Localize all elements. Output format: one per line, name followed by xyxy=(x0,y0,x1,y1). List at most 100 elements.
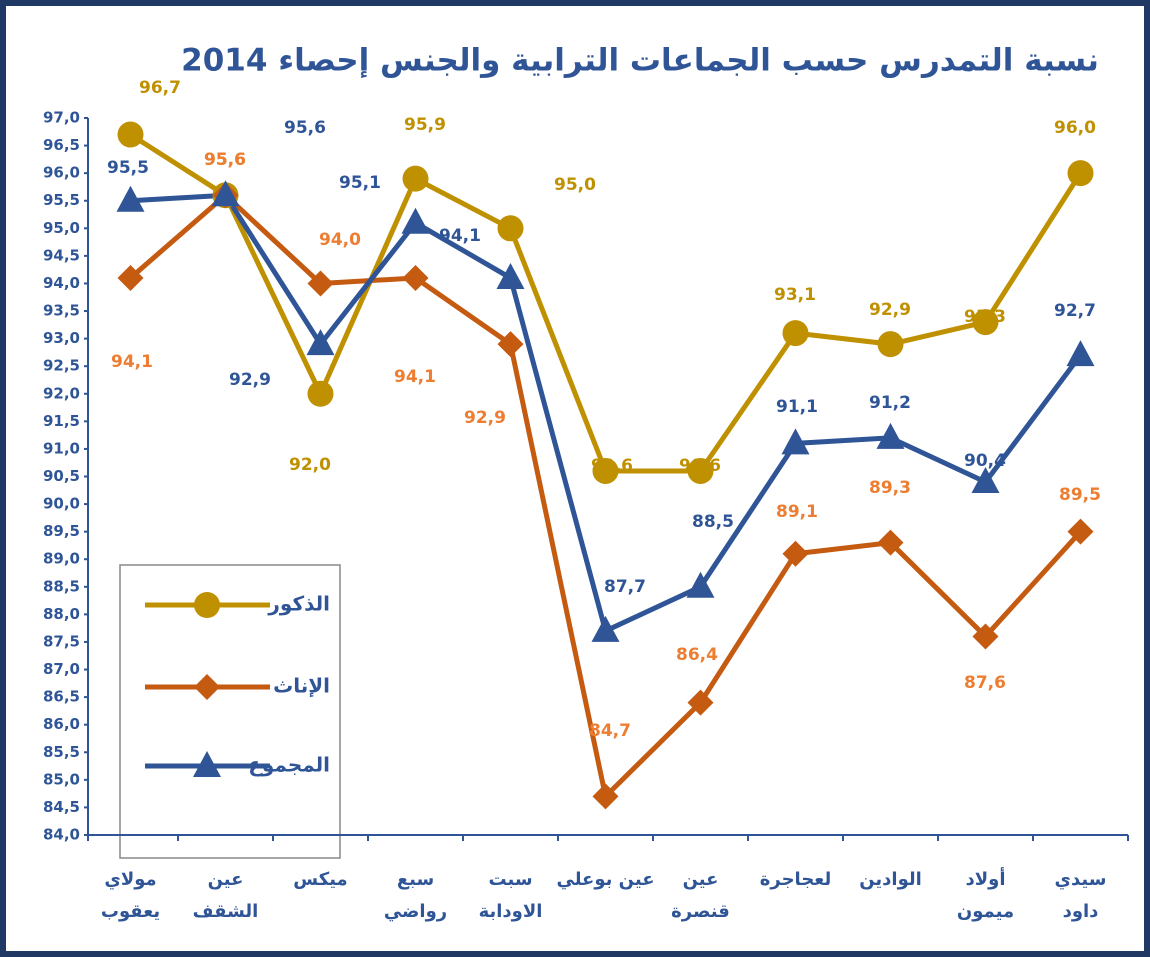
x-tick-label-line: رواضي xyxy=(384,901,447,922)
marker xyxy=(402,165,429,192)
data-label: 84,7 xyxy=(589,721,631,741)
x-tick-label-line: داود xyxy=(1063,901,1099,922)
marker xyxy=(781,428,810,455)
x-tick-label: عين الشقف xyxy=(193,869,259,922)
marker xyxy=(591,615,620,642)
x-tick-label-line: سبت xyxy=(488,869,532,890)
data-label: 89,5 xyxy=(1059,485,1101,505)
x-tick-label-line: عين xyxy=(683,869,719,890)
data-label: 95,6 xyxy=(284,118,326,138)
marker xyxy=(497,215,524,242)
y-tick-label: 92,5 xyxy=(43,357,80,375)
legend-label: المجموع xyxy=(248,753,330,777)
data-label: 93,1 xyxy=(774,285,816,305)
y-tick-label: 92,0 xyxy=(43,384,80,402)
x-tick-label-line: مولاي xyxy=(104,869,156,890)
marker xyxy=(116,185,145,212)
legend-box xyxy=(119,564,341,859)
x-tick-label: سيدي داود xyxy=(1055,869,1107,922)
data-label: 94,0 xyxy=(319,230,361,250)
marker xyxy=(211,180,240,207)
data-label: 95,6 xyxy=(204,150,246,170)
y-tick-label: 94,5 xyxy=(43,246,80,264)
marker xyxy=(1067,518,1094,545)
data-label: 92,9 xyxy=(464,408,506,428)
x-tick-label-line: الوادين xyxy=(859,869,922,890)
y-tick-label: 93,0 xyxy=(43,329,80,347)
data-label: 92,9 xyxy=(229,370,271,390)
marker xyxy=(307,380,334,407)
y-tick-label: 95,5 xyxy=(43,191,80,209)
x-tick-label: سبت الاودابة xyxy=(479,869,543,922)
data-label: 90,4 xyxy=(964,451,1006,471)
data-label: 93,3 xyxy=(964,307,1006,327)
x-tick-label-line: عين xyxy=(208,869,244,890)
legend-label: الإناث xyxy=(273,674,330,698)
y-tick-label: 85,0 xyxy=(43,770,80,788)
data-label: 87,7 xyxy=(604,577,646,597)
y-tick-label: 84,0 xyxy=(43,826,80,844)
x-tick-label: أولاد ميمون xyxy=(957,867,1014,922)
data-label: 95,1 xyxy=(339,173,381,193)
y-tick-label: 86,0 xyxy=(43,715,80,733)
marker xyxy=(117,121,144,148)
y-tick-label: 96,0 xyxy=(43,164,80,182)
y-tick-label: 84,5 xyxy=(43,798,80,816)
data-label: 91,1 xyxy=(776,397,818,417)
marker xyxy=(877,529,904,556)
x-tick-label-line: سيدي xyxy=(1055,869,1107,890)
marker xyxy=(401,207,430,234)
marker xyxy=(1067,160,1094,187)
data-label: 96,7 xyxy=(139,78,181,98)
data-label: 88,5 xyxy=(692,512,734,532)
data-label: 95,0 xyxy=(554,175,596,195)
x-tick-label: سبع رواضي xyxy=(384,869,447,922)
x-tick-label: الوادين xyxy=(859,869,922,890)
marker xyxy=(877,331,904,358)
y-tick-label: 89,5 xyxy=(43,522,80,540)
y-tick-label: 97,0 xyxy=(43,109,80,127)
data-label: 89,3 xyxy=(869,478,911,498)
y-tick-label: 90,5 xyxy=(43,467,80,485)
data-label: 90,6 xyxy=(679,456,721,476)
data-label: 92,0 xyxy=(289,455,331,475)
x-tick-label: مولاي يعقوب xyxy=(101,869,160,922)
data-label: 91,2 xyxy=(869,393,911,413)
y-tick-label: 93,5 xyxy=(43,302,80,320)
x-tick-label: ميكس xyxy=(293,869,347,890)
marker xyxy=(496,262,525,289)
x-tick-label-line: الاودابة xyxy=(479,901,543,922)
y-tick-label: 86,5 xyxy=(43,688,80,706)
y-tick-label: 88,0 xyxy=(43,605,80,623)
y-tick-label: 91,0 xyxy=(43,439,80,457)
marker xyxy=(782,540,809,567)
x-tick-label-line: عين بوعلي xyxy=(556,869,654,890)
data-label: 90,6 xyxy=(591,456,633,476)
y-tick-label: 90,0 xyxy=(43,495,80,513)
y-tick-label: 91,5 xyxy=(43,412,80,430)
legend-label: الذكور xyxy=(267,592,330,616)
x-tick-label-line: ميكس xyxy=(293,869,347,890)
x-tick-label-line: أولاد xyxy=(966,867,1006,890)
x-tick-label-line: ميمون xyxy=(957,901,1014,922)
marker xyxy=(687,457,714,484)
marker xyxy=(972,309,999,336)
y-tick-label: 88,5 xyxy=(43,577,80,595)
x-tick-label: لعجاجرة xyxy=(760,869,831,890)
marker xyxy=(1066,340,1095,367)
marker xyxy=(592,783,619,810)
data-label: 87,6 xyxy=(964,673,1006,693)
marker xyxy=(971,467,1000,494)
y-tick-label: 96,5 xyxy=(43,136,80,154)
data-label: 86,4 xyxy=(676,645,718,665)
y-tick-label: 85,5 xyxy=(43,743,80,761)
data-label: 94,1 xyxy=(111,352,153,372)
marker xyxy=(194,674,220,700)
marker xyxy=(193,751,221,777)
x-tick-label: عين قنصرة xyxy=(671,869,730,922)
marker xyxy=(307,270,334,297)
data-label: 96,0 xyxy=(1054,118,1096,138)
y-tick-label: 95,0 xyxy=(43,219,80,237)
y-tick-label: 94,0 xyxy=(43,274,80,292)
